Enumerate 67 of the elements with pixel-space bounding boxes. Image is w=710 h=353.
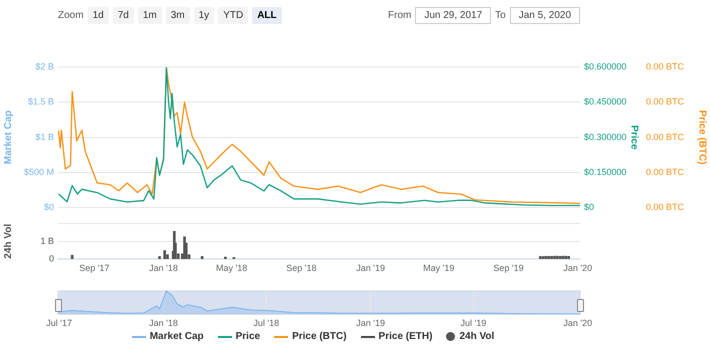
y-tick-label: $0	[44, 202, 54, 212]
x-tick-label: Jan '19	[356, 263, 386, 274]
y2-axis-title: Price	[628, 125, 640, 150]
y-tick-label: 1 B	[40, 236, 54, 246]
text: 1m	[138, 7, 162, 24]
x-tick-label: Jan '18	[149, 263, 178, 274]
x-tick-label: Sep '19	[493, 263, 524, 274]
bar	[558, 256, 562, 260]
bar	[567, 256, 570, 260]
x-tick-label: Sep '17	[79, 263, 110, 274]
y-tick-label: $500 M	[24, 166, 54, 177]
y-tick-label: $1.5 B	[28, 96, 54, 107]
bar	[542, 256, 544, 260]
text: From	[388, 10, 412, 21]
legend-label: Market Cap	[150, 331, 204, 342]
bar	[158, 256, 161, 260]
text: Zoom	[58, 10, 84, 21]
bar	[163, 250, 166, 260]
x-tick-label: Jul '17	[46, 318, 72, 328]
text: 7d	[112, 7, 134, 24]
text: 1d	[88, 7, 109, 24]
bar	[547, 256, 550, 260]
y-axis-title: 24h Vol	[2, 224, 14, 259]
legend-label: Price (ETH)	[378, 331, 432, 342]
y2-tick-label: $0.450000	[584, 96, 627, 107]
text: Jan 5, 2020	[510, 7, 580, 24]
y3-tick-label: 0.00 BTC	[646, 166, 685, 177]
text: 1y	[194, 7, 214, 24]
text: YTD	[218, 7, 248, 24]
x-tick-label: Jul '18	[253, 318, 280, 328]
y2-tick-label: $0.600000	[584, 61, 627, 72]
text: 3m	[166, 7, 190, 24]
y3-axis-title: Price (BTC)	[696, 110, 708, 165]
x-tick-label: Jul '19	[460, 318, 486, 328]
text: Jun 29, 2017	[415, 7, 492, 24]
y3-tick-label: 0.00 BTC	[646, 61, 685, 72]
y-tick-label: $1 B	[35, 132, 54, 142]
y3-tick-label: 0.00 BTC	[646, 96, 685, 107]
bar	[544, 256, 548, 260]
x-tick-label: Jan '19	[356, 318, 386, 328]
bar	[538, 256, 542, 260]
y-axis-title: Market Cap	[2, 110, 14, 164]
legend-label: Price	[236, 331, 260, 342]
x-tick-label: Jan '20	[563, 318, 592, 328]
y-tick-label: $2 B	[35, 61, 54, 72]
x-tick-label: Sep '18	[286, 263, 317, 274]
text: ALL	[252, 7, 282, 24]
x-tick-label: May '18	[216, 263, 248, 274]
y2-tick-label: $0.300000	[584, 132, 627, 142]
legend-label: Price (BTC)	[292, 331, 347, 342]
bar	[70, 254, 74, 260]
x-tick-label: Jan '18	[149, 318, 178, 328]
bar	[200, 256, 204, 260]
bar	[166, 254, 169, 260]
text: To	[495, 10, 506, 21]
y2-tick-label: $0	[584, 202, 594, 212]
bar	[550, 256, 553, 260]
bar	[562, 256, 564, 260]
legend-label: 24h Vol	[459, 331, 494, 342]
y-tick-label: 0	[48, 254, 54, 264]
bar	[553, 256, 556, 260]
y3-tick-label: 0.00 BTC	[646, 132, 685, 142]
x-tick-label: Jan '20	[563, 263, 592, 274]
y2-tick-label: $0.150000	[584, 166, 627, 177]
x-tick-label: May '19	[423, 263, 454, 274]
y3-tick-label: 0.00 BTC	[646, 202, 685, 212]
bar	[224, 256, 227, 260]
